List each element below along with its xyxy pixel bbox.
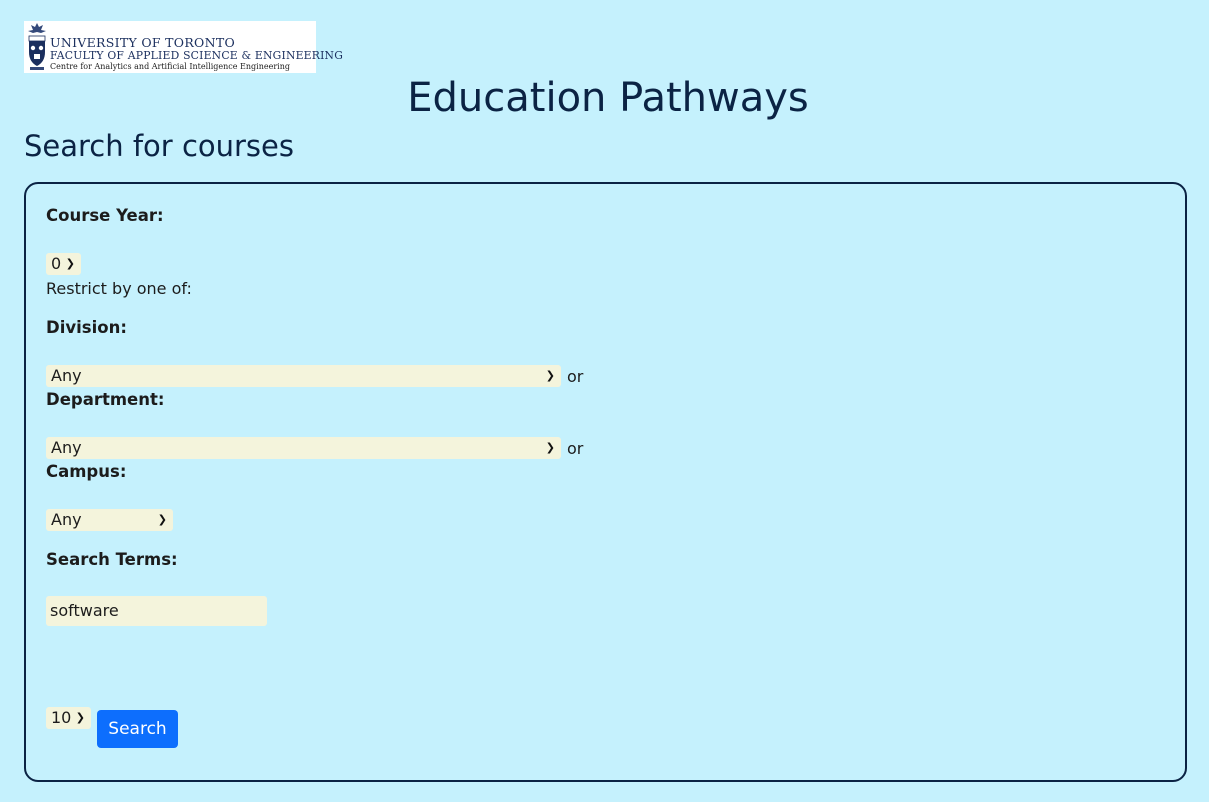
logo-university-name: UNIVERSITY OF TORONTO: [50, 35, 235, 50]
department-value: Any: [51, 438, 82, 457]
search-button[interactable]: Search: [97, 710, 178, 748]
department-select[interactable]: Any ❯: [46, 437, 561, 459]
campus-value: Any: [51, 510, 82, 529]
section-title: Search for courses: [24, 129, 294, 163]
division-label: Division:: [46, 318, 127, 337]
uoft-logo: UNIVERSITY OF TORONTO FACULTY OF APPLIED…: [24, 21, 343, 73]
chevron-down-icon: ❯: [65, 257, 75, 270]
or-text: or: [567, 439, 584, 458]
logo-faculty-name: FACULTY OF APPLIED SCIENCE & ENGINEERING: [50, 49, 344, 62]
search-form-panel: [24, 182, 1187, 782]
division-select[interactable]: Any ❯: [46, 365, 561, 387]
crest-icon: [28, 23, 46, 70]
chevron-down-icon: ❯: [545, 369, 555, 382]
chevron-down-icon: ❯: [75, 711, 85, 724]
results-count-value: 10: [51, 708, 72, 727]
search-terms-label: Search Terms:: [46, 550, 178, 569]
page-title: Education Pathways: [407, 75, 809, 121]
results-count-select[interactable]: 10 ❯: [46, 707, 91, 729]
department-label: Department:: [46, 390, 165, 409]
course-year-label: Course Year:: [46, 206, 164, 225]
course-year-select[interactable]: 0 ❯: [46, 253, 81, 275]
restrict-text: Restrict by one of:: [46, 279, 192, 298]
logo-centre-name: Centre for Analytics and Artificial Inte…: [50, 62, 291, 71]
or-text: or: [567, 367, 584, 386]
division-value: Any: [51, 366, 82, 385]
chevron-down-icon: ❯: [157, 513, 167, 526]
campus-select[interactable]: Any ❯: [46, 509, 173, 531]
chevron-down-icon: ❯: [545, 441, 555, 454]
campus-label: Campus:: [46, 462, 127, 481]
search-terms-input[interactable]: software: [46, 596, 267, 626]
course-year-value: 0: [51, 254, 62, 273]
